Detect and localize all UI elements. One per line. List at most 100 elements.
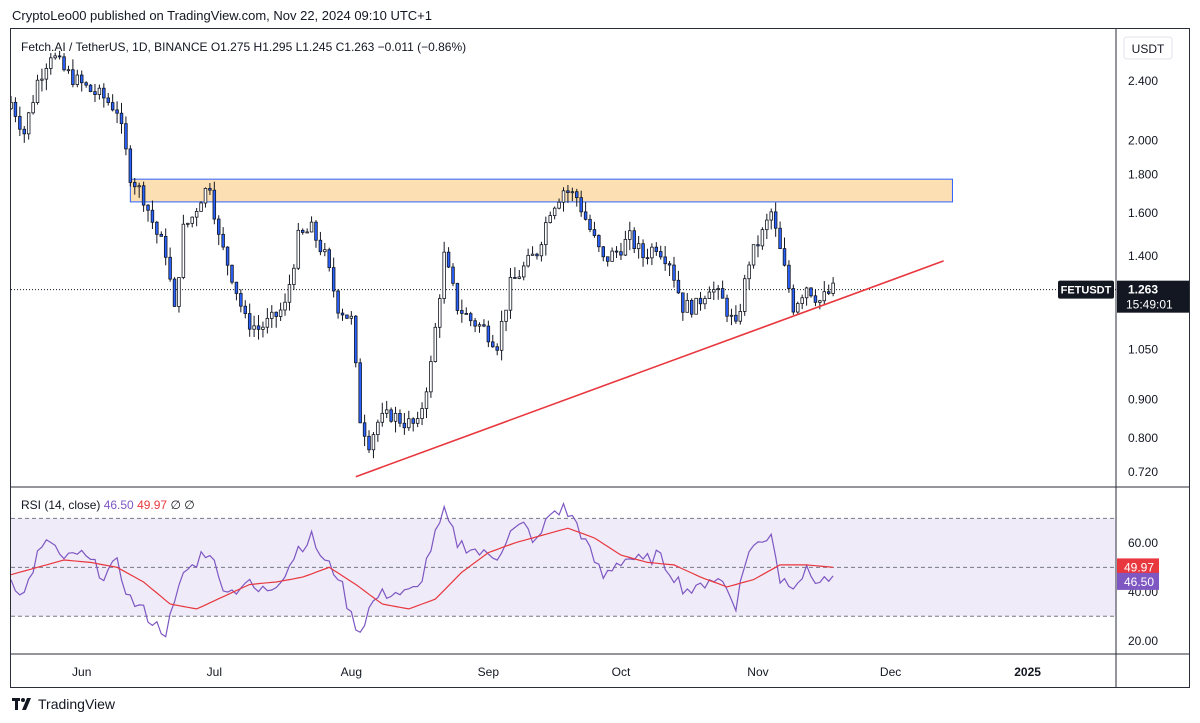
candle-up	[548, 215, 552, 223]
candle-up	[650, 246, 654, 259]
candle-up	[804, 287, 809, 299]
rsi-badge-label: 46.50	[1124, 575, 1154, 589]
price-tick-label: 1.800	[1128, 168, 1158, 182]
candle-down	[119, 112, 124, 125]
candle-down	[495, 346, 499, 351]
candle-down	[79, 74, 84, 84]
candle-down	[327, 249, 331, 269]
candle-up	[265, 317, 270, 328]
candle-down	[756, 244, 760, 247]
chart-area[interactable]: USDT 2.400 2.000 1.800 1.600 1.400 1.050 0.900 0…	[10, 28, 1190, 688]
candle-up	[438, 298, 442, 328]
support-trendline	[355, 260, 944, 478]
candle-down	[782, 248, 787, 266]
time-tick-label: Jul	[207, 665, 222, 679]
candle-up	[26, 112, 31, 135]
candle-down	[124, 123, 128, 150]
rsi-tick-label: 60.00	[1128, 536, 1158, 550]
chart-canvas[interactable]: USDT 2.400 2.000 1.800 1.600 1.400 1.050 0.900 0…	[11, 29, 1189, 687]
candle-up	[557, 201, 561, 209]
candle-up	[526, 254, 530, 267]
candle-down	[133, 182, 137, 188]
candle-up	[190, 216, 194, 224]
candle-down	[155, 221, 159, 235]
candle-up	[747, 264, 751, 280]
tradingview-logo-icon	[12, 698, 32, 710]
candle-down	[588, 218, 592, 230]
candle-down	[234, 281, 239, 294]
candle-down	[106, 97, 110, 103]
candle-down	[314, 221, 318, 241]
candle-up	[252, 325, 256, 330]
price-tick-label: 0.800	[1128, 431, 1158, 445]
rsi-legend: RSI (14, close) 46.50 49.97 ∅ ∅	[21, 498, 195, 512]
candle-up	[199, 202, 203, 212]
candle-up	[186, 222, 190, 225]
candle-down	[641, 243, 645, 259]
candle-down	[654, 246, 659, 252]
time-tick-label: Sep	[478, 665, 500, 679]
candle-down	[455, 282, 460, 311]
rsi-ma-badge	[1117, 558, 1159, 576]
candle-up	[508, 277, 513, 311]
candle-up	[610, 250, 614, 262]
price-tick-label: 1.600	[1128, 206, 1158, 220]
candle-down	[619, 251, 623, 256]
candle-up	[716, 288, 720, 290]
candle-up	[194, 211, 199, 218]
candle-up	[738, 311, 743, 322]
candle-up	[40, 78, 44, 81]
candle-down	[358, 362, 362, 424]
candle-down	[389, 409, 393, 422]
rsi-legend-value: 46.50	[104, 498, 137, 512]
candle-down	[513, 277, 517, 279]
candle-down	[354, 315, 358, 364]
currency-box	[1123, 36, 1173, 60]
candle-down	[163, 235, 168, 258]
candle-down	[681, 292, 685, 313]
time-tick-label: Oct	[612, 665, 631, 679]
candle-up	[499, 320, 504, 351]
footer-brand: TradingView	[12, 696, 115, 712]
candle-down	[583, 211, 588, 220]
candle-down	[300, 229, 305, 233]
candle-down	[667, 263, 672, 266]
candle-down	[632, 230, 636, 250]
price-tick-label: 0.720	[1128, 465, 1158, 479]
candle-down	[367, 435, 371, 451]
candle-down	[566, 190, 570, 193]
candle-down	[243, 305, 247, 314]
last-price-label: 1.263	[1128, 283, 1158, 297]
rsi-ma-badge-label: 49.97	[1124, 560, 1154, 574]
symbol-badge	[1058, 280, 1114, 299]
candle-down	[672, 264, 676, 281]
candle-down	[93, 91, 97, 95]
candle-down	[110, 102, 115, 111]
candle-up	[561, 190, 566, 203]
candle-up	[796, 303, 800, 313]
candle-up	[729, 314, 734, 317]
candle-up	[636, 243, 641, 250]
candle-up	[769, 211, 773, 221]
candle-up	[287, 284, 292, 303]
candle-up	[424, 391, 429, 409]
candle-down	[274, 311, 278, 317]
candle-up	[380, 412, 385, 423]
candle-down	[535, 253, 539, 257]
candle-down	[345, 314, 349, 319]
candle-down	[18, 116, 22, 130]
candle-up	[75, 74, 80, 85]
candle-down	[146, 204, 150, 211]
candle-up	[442, 251, 446, 299]
candle-up	[477, 324, 482, 327]
candle-up	[822, 291, 827, 302]
price-tick-label: 0.900	[1128, 393, 1158, 407]
candle-up	[742, 278, 747, 312]
candle-down	[676, 279, 681, 294]
candle-up	[539, 244, 544, 257]
candle-up	[800, 297, 804, 304]
time-tick-label: 2025	[1014, 665, 1041, 679]
candle-down	[13, 101, 18, 117]
countdown-label: 15:49:01	[1126, 298, 1173, 312]
candle-up	[11, 101, 13, 110]
